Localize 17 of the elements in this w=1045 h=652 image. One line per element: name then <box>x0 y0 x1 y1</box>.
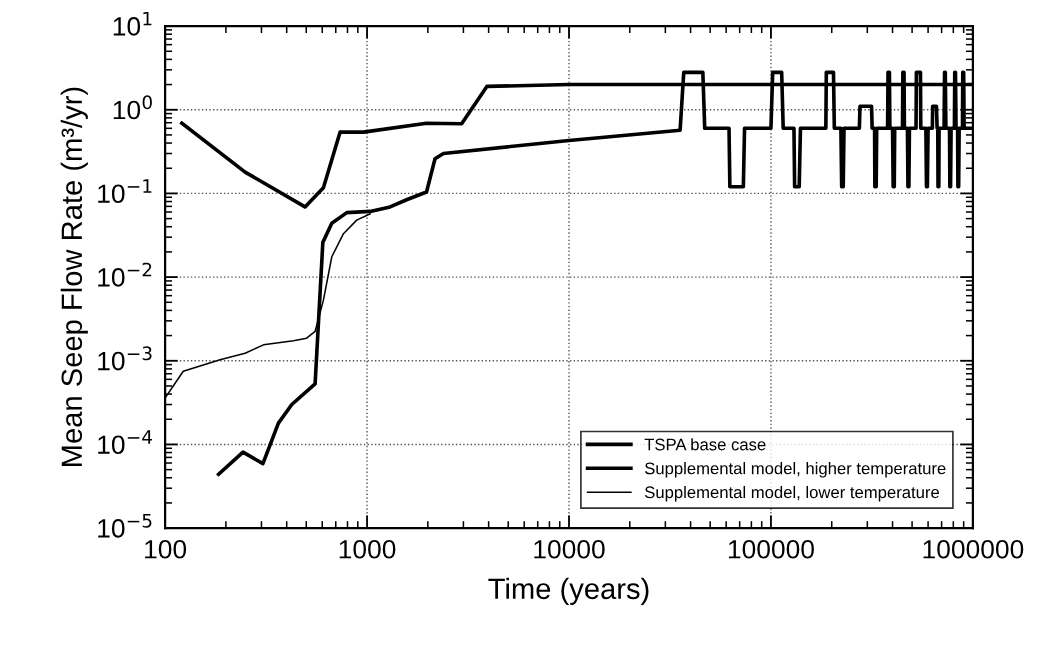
y-tick-label: 10$^{−3}$ <box>98 346 152 371</box>
x-tick-label: 1000 <box>339 539 396 559</box>
y-tick-label: 10$^{1}$ <box>113 11 152 36</box>
x-tick-label: 10000 <box>534 539 605 559</box>
y-tick-label: 10$^{−2}$ <box>98 262 152 287</box>
x-tick-label: 100000 <box>728 539 814 559</box>
y-axis-title: Mean Seep Flow Rate (m³/yr) <box>60 87 88 466</box>
x-tick-label: 1000000 <box>923 539 1024 559</box>
x-axis-title: Time (years) <box>488 577 649 605</box>
y-tick-label: 10$^{−1}$ <box>98 179 152 204</box>
legend-label: TSPA base case <box>644 438 766 451</box>
legend-label: Supplemental model, lower temperature <box>644 485 940 502</box>
y-tick-label: 10$^{0}$ <box>113 95 152 120</box>
y-tick-label: 10$^{−4}$ <box>98 430 153 455</box>
x-tick-label: 100 <box>145 539 187 559</box>
y-tick-label: 10$^{−5}$ <box>98 513 152 538</box>
legend-label: Supplemental model, higher temperature <box>644 462 946 478</box>
